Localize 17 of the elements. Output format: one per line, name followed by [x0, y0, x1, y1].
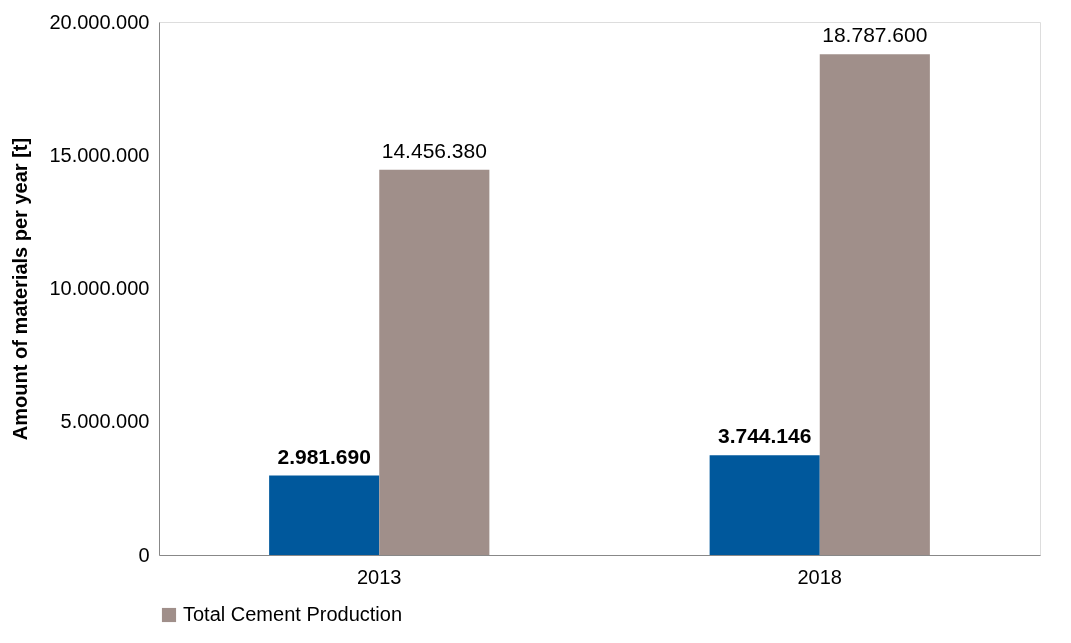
y-tick-label: 20.000.000 [49, 10, 150, 33]
bar [269, 475, 380, 555]
data-label: 14.456.380 [381, 138, 487, 162]
y-tick-label: 10.000.000 [49, 277, 150, 299]
bar [709, 455, 820, 555]
x-tick-label: 2013 [357, 565, 402, 588]
legend-label: Total Cement Production [183, 603, 403, 625]
y-axis-title: Amount of materials per year [t] [9, 137, 32, 441]
data-label: 3.744.146 [717, 424, 812, 448]
y-tick-label: 15.000.000 [49, 143, 150, 166]
bar [819, 54, 930, 555]
y-tick-label: 0 [138, 543, 150, 566]
y-tick-label: 5.000.000 [60, 410, 150, 433]
x-tick-label: 2018 [797, 565, 842, 588]
bar [379, 169, 490, 555]
data-label: 18.787.600 [822, 23, 928, 47]
data-label: 2.981.690 [277, 444, 371, 468]
